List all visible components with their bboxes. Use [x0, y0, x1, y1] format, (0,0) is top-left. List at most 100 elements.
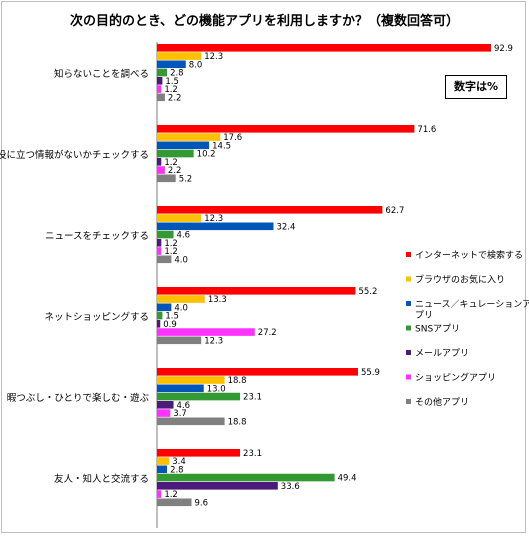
- bar: [157, 311, 163, 320]
- data-label: 12.3: [204, 214, 223, 224]
- data-label: 3.7: [173, 409, 187, 419]
- data-label: 0.9: [163, 320, 177, 330]
- bar: [157, 384, 204, 393]
- bar: [157, 44, 491, 52]
- bar: [157, 336, 202, 345]
- category-label: ネットショッピングする: [44, 311, 149, 323]
- bar: [157, 498, 192, 507]
- category-label: 友人・知人と交流する: [54, 473, 149, 485]
- data-label: 1.5: [165, 312, 179, 322]
- data-label: 32.4: [276, 222, 295, 232]
- data-label: 4.0: [174, 303, 188, 313]
- data-label: 5.2: [179, 174, 193, 184]
- legend-swatch: [406, 399, 411, 404]
- bar: [157, 77, 163, 85]
- bar: [157, 409, 171, 417]
- data-label: 2.2: [168, 93, 182, 103]
- bar: [157, 52, 202, 60]
- bar: [157, 230, 174, 239]
- legend-label: SNSアプリ: [415, 324, 460, 335]
- data-label: 1.2: [164, 490, 178, 500]
- data-label: 13.3: [208, 295, 227, 305]
- legend-swatch: [406, 374, 411, 380]
- data-label: 1.2: [164, 247, 178, 257]
- bar: [157, 401, 174, 409]
- data-label: 1.2: [164, 85, 178, 95]
- unit-note: 数字は%: [445, 75, 507, 99]
- bar: [157, 158, 162, 166]
- data-label: 23.1: [243, 449, 262, 459]
- bar: [157, 287, 356, 295]
- data-label: 27.2: [258, 328, 277, 338]
- data-label: 71.6: [417, 125, 436, 135]
- bar: [157, 473, 335, 482]
- legend-swatch: [406, 252, 411, 257]
- data-label: 55.2: [358, 287, 377, 297]
- bar: [157, 149, 194, 158]
- bar: [157, 328, 255, 336]
- data-label: 12.3: [204, 52, 223, 62]
- bar: [157, 125, 415, 133]
- data-label: 1.2: [164, 158, 178, 168]
- category-label: 役に立つ情報がないかチェックする: [0, 149, 149, 161]
- bar: [157, 449, 241, 457]
- bar: [157, 392, 241, 401]
- data-label: 17.6: [223, 133, 242, 143]
- data-label: 18.8: [228, 376, 247, 386]
- legend-label: インターネットで検索する: [415, 249, 523, 261]
- data-label: 92.9: [494, 44, 513, 54]
- legend-label: メールアプリ: [415, 348, 469, 359]
- data-label: 13.0: [207, 384, 226, 394]
- bar: [157, 68, 168, 77]
- category-label: 知らないことを調べる: [54, 68, 149, 80]
- bar: [157, 174, 176, 183]
- data-label: 23.1: [243, 393, 262, 403]
- data-label: 4.6: [177, 401, 191, 411]
- legend-label: ブラウザのお気に入り: [415, 274, 505, 286]
- bar: [157, 93, 165, 102]
- data-label: 33.6: [281, 482, 300, 492]
- category-label: 暇つぶし・ひとりで楽しむ・遊ぶ: [7, 392, 150, 404]
- bar: [157, 166, 165, 174]
- chart-title: 次の目的のとき、どの機能アプリを利用しますか？（複数回答可）: [69, 14, 460, 29]
- data-label: 9.6: [195, 498, 209, 508]
- bar: [157, 465, 168, 474]
- bar: [157, 490, 162, 498]
- bar: [157, 255, 172, 264]
- bar: [157, 239, 162, 247]
- legend-label: ニュース／キュレーションアプリ: [415, 299, 529, 321]
- bar: [157, 295, 205, 303]
- data-label: 1.5: [165, 77, 179, 87]
- bar: [157, 85, 162, 93]
- data-label: 62.7: [385, 206, 404, 216]
- data-label: 3.4: [172, 457, 186, 467]
- bar: [157, 320, 161, 328]
- data-label: 4.0: [174, 255, 188, 265]
- bar: [157, 133, 221, 141]
- data-label: 8.0: [189, 60, 203, 70]
- bar: [157, 457, 170, 465]
- bar: [157, 214, 202, 222]
- data-label: 2.8: [170, 69, 184, 79]
- bar: [157, 60, 186, 69]
- data-label: 1.2: [164, 239, 178, 249]
- data-label: 18.8: [228, 417, 247, 427]
- bar: [157, 247, 162, 255]
- data-label: 14.5: [212, 141, 231, 151]
- legend-swatch: [406, 350, 411, 355]
- data-label: 12.3: [204, 336, 223, 346]
- bar: [157, 417, 225, 426]
- legend-label: その他アプリ: [415, 396, 469, 408]
- legend-swatch: [406, 325, 411, 331]
- legend-label: ショッピングアプリ: [415, 372, 496, 384]
- bar: [157, 141, 210, 150]
- legend-swatch: [406, 301, 411, 306]
- data-label: 55.9: [361, 368, 380, 378]
- data-label: 2.8: [170, 465, 184, 475]
- legend-swatch: [406, 276, 411, 282]
- bar: [157, 206, 383, 214]
- bar: [157, 368, 358, 376]
- data-label: 2.2: [168, 166, 182, 176]
